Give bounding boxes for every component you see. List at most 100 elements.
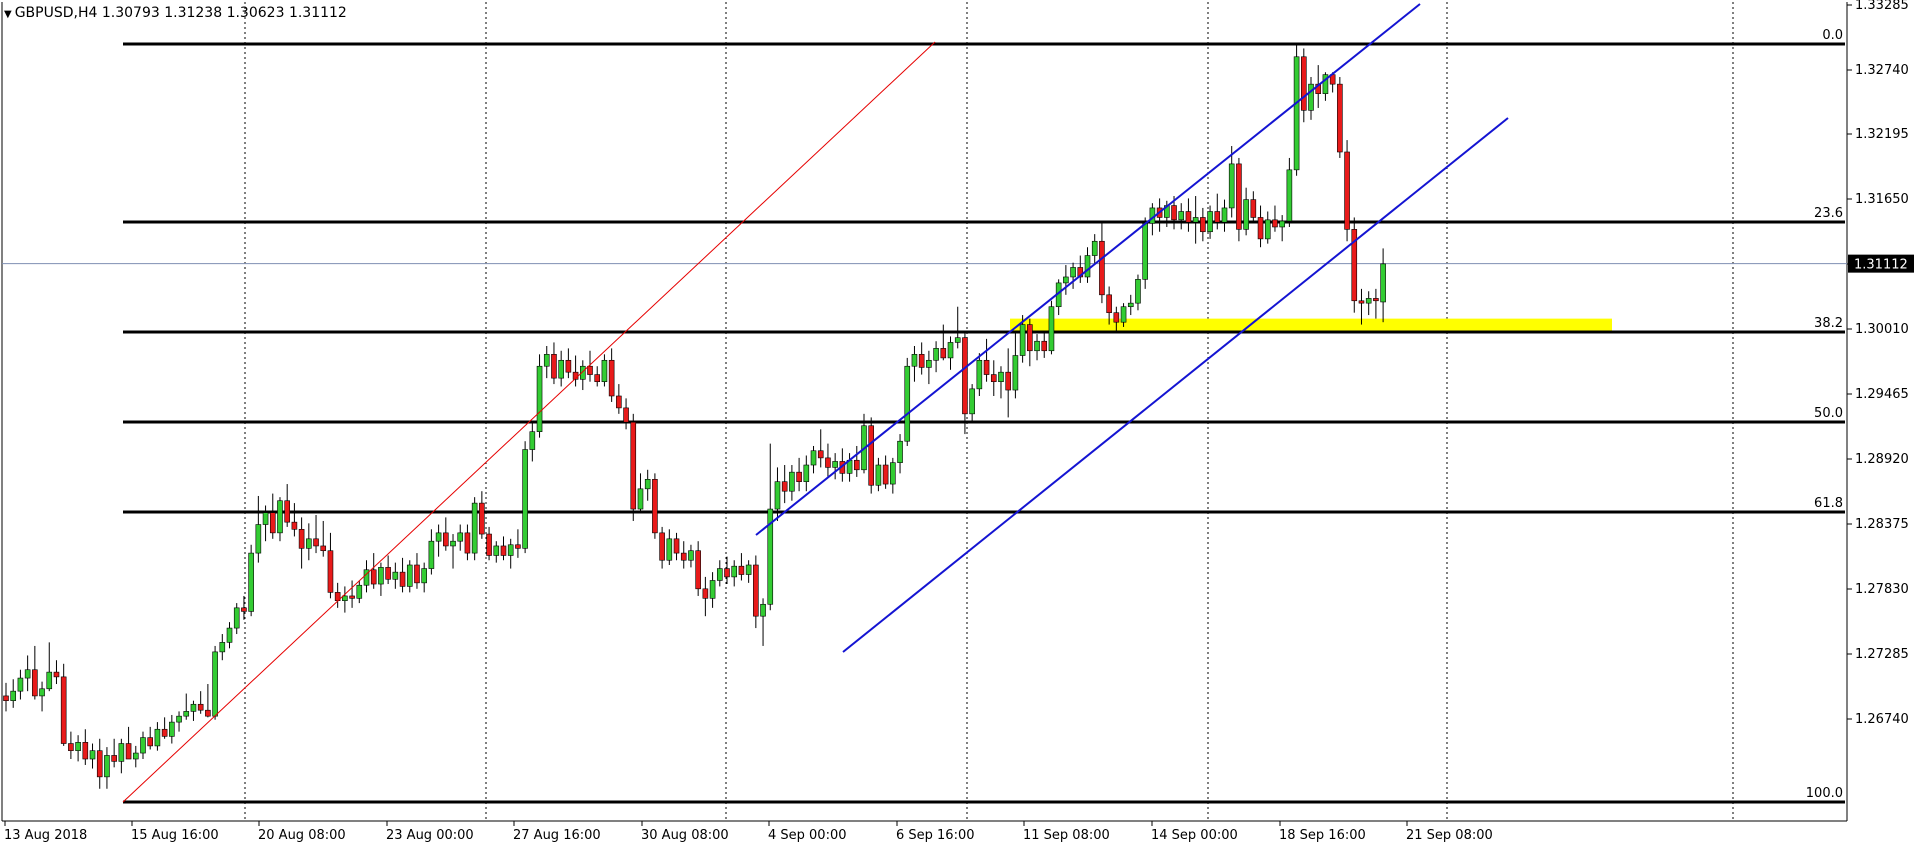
bear-candle: [464, 524, 471, 561]
candle-body: [817, 450, 824, 459]
bull-candle: [1192, 196, 1199, 244]
candle-body: [1091, 240, 1098, 256]
candle-body: [781, 481, 788, 492]
candle-body: [587, 365, 593, 375]
candle-body: [1041, 340, 1048, 352]
candle-body: [551, 354, 557, 379]
price-tick-label: 1.33285: [1855, 0, 1909, 13]
bear-candle: [918, 342, 925, 375]
candle-body: [1200, 217, 1206, 233]
bear-candle: [486, 526, 492, 561]
bear-candle: [817, 429, 824, 468]
bull-candle: [731, 560, 738, 587]
bear-candle: [1272, 205, 1278, 232]
candle-body: [111, 755, 117, 762]
bear-candle: [515, 529, 521, 558]
bear-candle: [853, 445, 860, 477]
candle-body: [1301, 56, 1307, 111]
candle-body: [154, 728, 161, 747]
bull-candle: [1221, 199, 1228, 232]
time-tick-label: 20 Aug 08:00: [258, 828, 346, 843]
candle-body: [594, 374, 601, 383]
candle-body: [241, 607, 247, 612]
bear-candle: [1351, 217, 1358, 313]
candle-body: [1358, 300, 1365, 304]
dropdown-triangle-icon[interactable]: ▼: [4, 9, 12, 20]
candle-body: [68, 743, 74, 751]
candle-body: [803, 464, 810, 482]
bear-candle: [327, 532, 334, 599]
candle-body: [291, 521, 298, 530]
candle-body: [1365, 298, 1372, 304]
bull-candle: [745, 560, 752, 583]
bear-candle: [96, 738, 103, 789]
bear-candle: [1005, 348, 1011, 418]
candle-body: [471, 502, 478, 554]
candle-body: [637, 488, 644, 510]
candle-body: [962, 337, 968, 415]
fib-label: 38.2: [1814, 316, 1843, 331]
candle-body: [233, 607, 240, 629]
bull-candle: [428, 529, 435, 575]
candle-body: [500, 545, 507, 556]
candle-body: [543, 354, 550, 367]
candle-body: [1214, 211, 1221, 223]
high-value: 1.31238: [164, 5, 223, 21]
bull-candle: [277, 497, 283, 542]
bear-candle: [284, 484, 290, 527]
fib-label: 61.8: [1814, 496, 1843, 511]
bear-candle: [616, 384, 622, 414]
bull-candle: [1365, 291, 1372, 316]
price-tick-label: 1.27285: [1855, 647, 1909, 662]
bear-candle: [385, 555, 391, 585]
bull-candle: [926, 350, 932, 385]
bull-candle: [1286, 157, 1293, 227]
bull-candle: [450, 534, 456, 569]
bear-candle: [594, 366, 601, 387]
bull-candle: [969, 384, 975, 423]
candle-body: [298, 528, 305, 549]
bull-candle: [471, 497, 478, 561]
candle-body: [1034, 340, 1040, 352]
candle-body: [183, 711, 190, 717]
candle-body: [789, 471, 795, 492]
candle-body: [1264, 219, 1271, 240]
candle-body: [82, 742, 89, 760]
candle-body: [60, 676, 67, 744]
bull-candle: [810, 445, 817, 474]
price-tick-label: 1.32740: [1855, 63, 1909, 78]
candle-body: [205, 709, 211, 717]
candle-body: [1077, 267, 1084, 278]
bull-candle: [890, 457, 896, 494]
price-tick-label: 1.31650: [1855, 192, 1909, 207]
candle-body: [53, 671, 60, 678]
candle-body: [868, 425, 875, 486]
candle-body: [1257, 217, 1264, 240]
last-price-label: 1.31112: [1854, 258, 1908, 273]
bear-candle: [298, 517, 305, 569]
channel-upper-line: [755, 3, 1421, 536]
candle-body: [46, 671, 53, 690]
bear-candle: [443, 517, 449, 551]
candle-body: [443, 532, 449, 547]
bear-candle: [565, 348, 572, 379]
candle-body: [414, 564, 420, 584]
bear-candle: [60, 663, 67, 746]
bull-candle: [644, 469, 651, 501]
bull-candle: [1034, 334, 1040, 361]
candle-body: [1272, 219, 1278, 228]
bear-candle: [82, 729, 89, 765]
open-value: 1.30793: [101, 5, 160, 21]
bear-candle: [291, 503, 298, 537]
candle-body: [464, 532, 471, 554]
candle-body: [147, 737, 153, 747]
candle-body: [1243, 199, 1249, 230]
candle-body: [1373, 298, 1379, 302]
bear-candle: [479, 491, 485, 539]
bull-candle: [522, 441, 528, 554]
candle-body: [760, 603, 766, 617]
bear-candle: [205, 684, 211, 718]
bull-candle: [954, 306, 961, 349]
bear-candle: [32, 645, 38, 700]
